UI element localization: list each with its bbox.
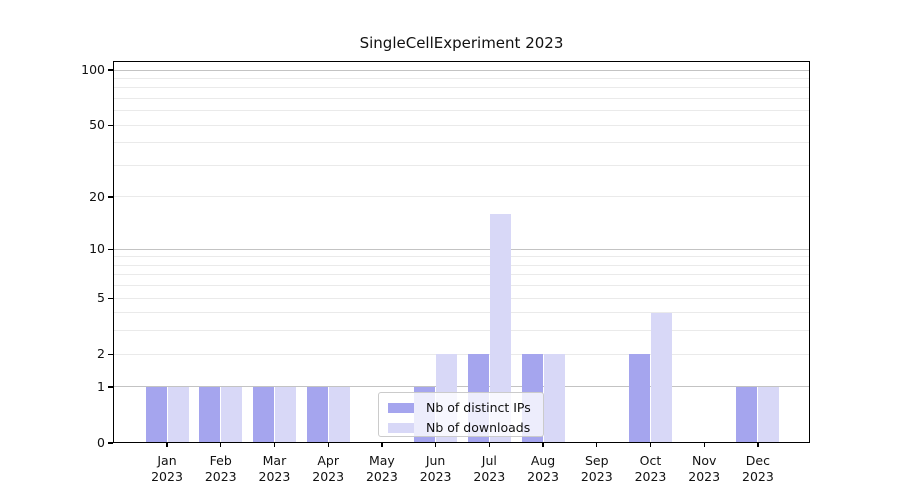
x-tick-label: Jan 2023 xyxy=(151,453,183,484)
x-tick-mark xyxy=(435,443,437,447)
x-tick-mark xyxy=(596,443,598,447)
x-tick-mark xyxy=(327,443,329,447)
x-tick-mark xyxy=(166,443,168,447)
x-tick-label: May 2023 xyxy=(365,453,398,484)
minor-gridline xyxy=(113,124,810,126)
y-tick-mark xyxy=(108,297,113,299)
minor-gridline xyxy=(113,87,810,89)
x-tick-label: Nov 2023 xyxy=(688,453,721,484)
x-tick-mark xyxy=(649,443,652,447)
plot-area xyxy=(113,61,810,443)
minor-gridline xyxy=(113,110,810,112)
minor-gridline xyxy=(113,312,810,314)
x-tick-mark xyxy=(273,443,276,447)
legend-item-downloads: Nb of downloads xyxy=(388,419,534,436)
y-tick-mark xyxy=(108,196,113,198)
y-tick-label: 1 xyxy=(97,378,105,394)
x-tick-label: Dec 2023 xyxy=(742,453,774,484)
bar-distinct-ips-feb xyxy=(199,386,221,443)
minor-gridline xyxy=(113,264,810,266)
major-gridline xyxy=(113,69,810,71)
major-gridline xyxy=(113,386,810,388)
x-tick-label: Apr 2023 xyxy=(312,453,345,484)
x-tick-label: Oct 2023 xyxy=(634,453,667,484)
minor-gridline xyxy=(113,285,810,287)
bar-distinct-ips-jan xyxy=(145,386,167,443)
y-tick-mark xyxy=(108,248,113,250)
bar-downloads-jul xyxy=(489,214,511,443)
minor-gridline xyxy=(113,256,810,258)
minor-gridline xyxy=(113,330,810,332)
bar-downloads-dec xyxy=(758,386,780,443)
x-tick-mark xyxy=(220,443,222,447)
minor-gridline xyxy=(113,164,810,166)
x-tick-label: Mar 2023 xyxy=(258,453,291,484)
minor-gridline xyxy=(113,97,810,99)
legend-label-distinct-ips: Nb of distinct IPs xyxy=(426,400,531,415)
x-tick-mark xyxy=(542,443,544,447)
y-tick-mark xyxy=(108,442,113,444)
major-gridline xyxy=(113,248,810,250)
y-tick-label: 2 xyxy=(97,346,105,362)
legend-swatch-downloads xyxy=(388,422,414,433)
minor-gridline xyxy=(113,196,810,198)
minor-gridline xyxy=(113,274,810,276)
y-tick-mark xyxy=(108,353,113,355)
y-tick-label: 5 xyxy=(97,290,105,306)
x-tick-mark xyxy=(703,443,705,447)
legend-label-downloads: Nb of downloads xyxy=(426,420,531,435)
legend-item-distinct-ips: Nb of distinct IPs xyxy=(388,399,534,416)
bar-distinct-ips-mar xyxy=(252,386,274,443)
minor-gridline xyxy=(113,77,810,79)
x-tick-mark xyxy=(381,443,383,447)
bar-distinct-ips-dec xyxy=(736,386,758,443)
legend-swatch-distinct-ips xyxy=(388,402,414,413)
x-tick-mark xyxy=(757,443,759,447)
y-tick-label: 100 xyxy=(81,62,105,77)
x-tick-label: Aug 2023 xyxy=(527,453,559,484)
x-tick-label: Sep 2023 xyxy=(580,453,613,484)
bar-downloads-feb xyxy=(221,386,243,443)
y-tick-mark xyxy=(108,69,113,71)
bar-downloads-mar xyxy=(274,386,296,443)
minor-gridline xyxy=(113,353,810,355)
y-tick-label: 0 xyxy=(97,435,105,450)
minor-gridline xyxy=(113,142,810,144)
bar-downloads-aug xyxy=(543,354,565,443)
minor-gridline xyxy=(113,297,810,299)
bar-distinct-ips-oct xyxy=(628,354,650,443)
y-tick-mark xyxy=(108,124,113,126)
bar-downloads-jan xyxy=(167,386,189,443)
chart-title: SingleCellExperiment 2023 xyxy=(359,34,564,52)
x-tick-mark xyxy=(488,443,491,447)
legend: Nb of distinct IPs Nb of downloads xyxy=(378,392,544,437)
y-tick-mark xyxy=(108,386,113,388)
x-tick-label: Feb 2023 xyxy=(204,453,237,484)
bar-downloads-apr xyxy=(328,386,350,443)
y-tick-label: 50 xyxy=(89,117,105,133)
x-tick-label: Jun 2023 xyxy=(419,453,452,484)
y-tick-label: 10 xyxy=(89,241,105,257)
bar-distinct-ips-apr xyxy=(306,386,328,443)
bar-downloads-oct xyxy=(650,312,672,443)
y-tick-label: 20 xyxy=(89,188,105,204)
x-tick-label: Jul 2023 xyxy=(473,453,506,484)
